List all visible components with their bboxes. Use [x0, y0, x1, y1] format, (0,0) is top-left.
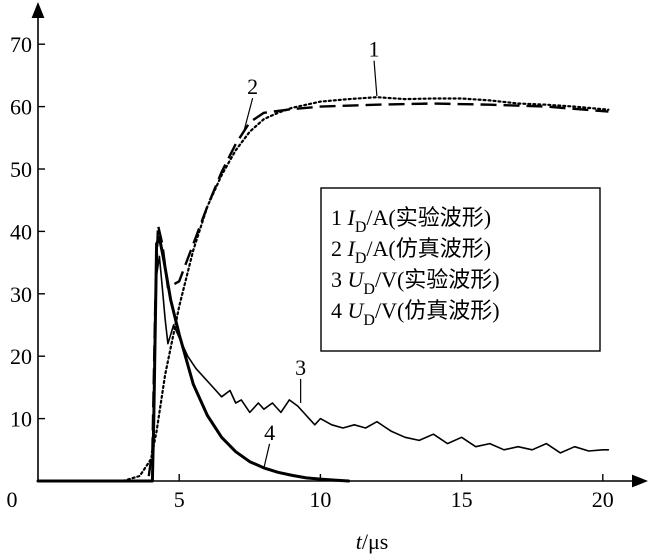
y-tick-label: 10 — [10, 407, 32, 432]
y-tick-label: 20 — [10, 344, 32, 369]
legend: 1 ID/A(实验波形)2 ID/A(仿真波形)3 UD/V(实验波形)4 UD… — [320, 187, 601, 352]
x-tick-label: 5 — [174, 487, 185, 512]
series-4-line — [36, 236, 351, 483]
annotation-label-4: 4 — [264, 420, 275, 445]
x-axis-label: t/μs — [356, 529, 389, 554]
x-tick-label: 20 — [592, 487, 614, 512]
annotation-label-3: 3 — [295, 355, 306, 380]
annotation-leader-1 — [373, 60, 378, 97]
y-tick-label: 40 — [10, 219, 32, 244]
y-tick-label: 30 — [10, 282, 32, 307]
legend-entry-4: 4 UD/V(仿真波形) — [331, 298, 500, 329]
axes: 0 5 10 15 20 10 20 30 40 50 60 70 t/μs — [7, 2, 648, 554]
annotation-label-1: 1 — [369, 37, 380, 62]
annotation-layer: 1 2 3 4 — [243, 37, 380, 469]
legend-entry-3: 3 UD/V(实验波形) — [331, 267, 500, 298]
annotation-leader-4 — [263, 443, 271, 469]
legend-entry-2: 2 ID/A(仿真波形) — [331, 236, 491, 267]
annotation-leader-2 — [243, 97, 254, 131]
x-tick-label: 15 — [451, 487, 473, 512]
series-3-line — [37, 255, 610, 482]
y-tick-label: 70 — [10, 32, 32, 57]
series-layer — [36, 96, 610, 483]
y-tick-label: 60 — [10, 95, 32, 120]
y-tick-label: 50 — [10, 157, 32, 182]
legend-box — [320, 187, 601, 352]
x-axis-label-symbol: t — [356, 529, 363, 554]
x-tick-label: 10 — [309, 487, 331, 512]
x-axis-label-unit: /μs — [362, 529, 388, 554]
x-tick-label: 0 — [7, 487, 18, 512]
annotation-label-2: 2 — [247, 74, 258, 99]
series-1-line — [36, 96, 610, 483]
legend-entry-1: 1 ID/A(实验波形) — [331, 205, 491, 236]
